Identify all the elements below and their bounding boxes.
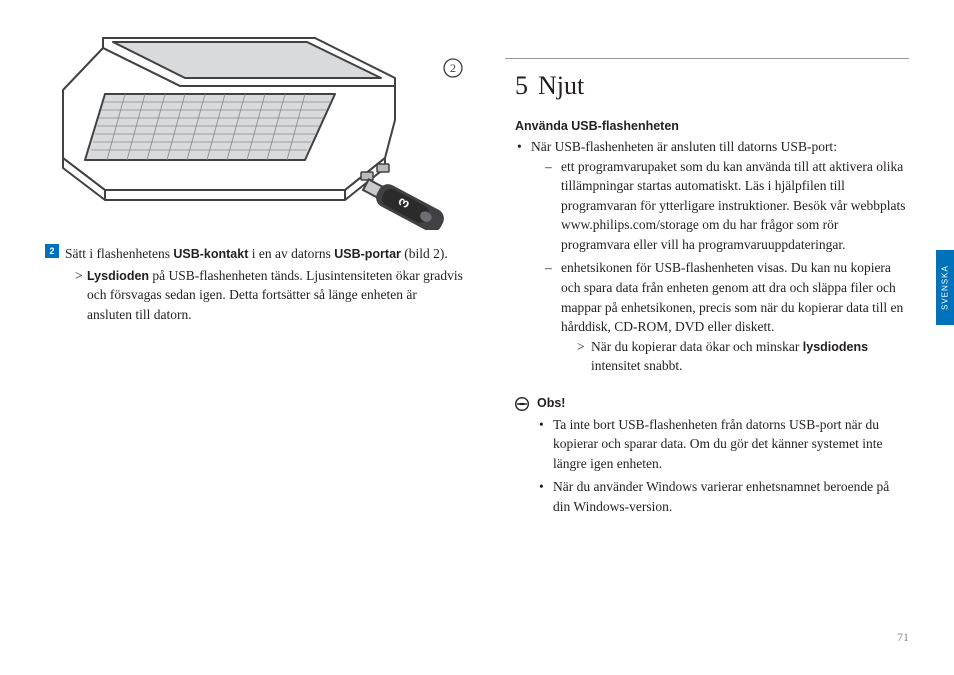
note-windows-name: När du använder Windows varierar enhetsn… [537, 477, 909, 516]
bullet-connected: När USB-flashenheten är ansluten till da… [515, 137, 909, 376]
dash-software: ett programvarupaket som du kan använda … [531, 157, 909, 255]
note-icon [515, 397, 529, 411]
right-column: 5 Njut Använda USB-flashenheten När USB-… [505, 58, 909, 645]
section-5-header: 5 Njut [515, 71, 909, 101]
left-column: ω 2 2 Sätt i flashenhetens USB-kontakt i… [45, 30, 475, 645]
subheading-using-usb: Använda USB-flashenheten [515, 119, 909, 133]
step-2: 2 Sätt i flashenhetens USB-kontakt i en … [45, 244, 465, 324]
section-title: Njut [538, 71, 584, 100]
page: ω 2 2 Sätt i flashenhetens USB-kontakt i… [0, 0, 954, 675]
laptop-usb-illustration: ω 2 [45, 30, 465, 230]
main-bullet-list: När USB-flashenheten är ansluten till da… [515, 137, 909, 380]
note-label: Obs! [537, 396, 565, 410]
dash-icon: enhetsikonen för USB-flashenheten visas.… [531, 258, 909, 375]
language-tab: SVENSKA [936, 250, 954, 325]
step-2-text: Sätt i flashenhetens USB-kontakt i en av… [65, 244, 465, 324]
dash-list: ett programvarupaket som du kan använda … [531, 157, 909, 376]
step-number-badge: 2 [45, 244, 59, 258]
page-number: 71 [897, 630, 909, 645]
note-bullet-list: Ta inte bort USB-flashenheten från dator… [515, 415, 909, 521]
note-dont-remove: Ta inte bort USB-flashenheten från dator… [537, 415, 909, 474]
dash-icon-result: När du kopierar data ökar och minskar ly… [561, 337, 909, 376]
callout-number: 2 [450, 61, 456, 75]
section-number: 5 [515, 71, 528, 100]
note-header: Obs! [515, 396, 909, 411]
step-2-result: > Lysdioden på USB-flashenheten tänds. L… [65, 266, 465, 325]
